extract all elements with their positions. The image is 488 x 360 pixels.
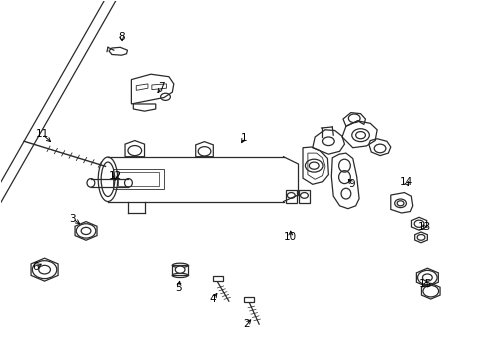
Circle shape xyxy=(175,266,184,273)
Text: 2: 2 xyxy=(243,319,250,329)
Text: 6: 6 xyxy=(32,262,39,272)
Circle shape xyxy=(309,162,319,169)
Text: 15: 15 xyxy=(418,279,431,289)
Text: 7: 7 xyxy=(158,82,164,93)
Text: 8: 8 xyxy=(118,32,124,41)
Text: 1: 1 xyxy=(241,133,247,143)
Text: 13: 13 xyxy=(417,222,430,232)
Circle shape xyxy=(39,265,50,274)
Circle shape xyxy=(413,220,423,227)
Text: 14: 14 xyxy=(399,177,412,187)
Circle shape xyxy=(422,274,431,281)
Text: 11: 11 xyxy=(36,129,49,139)
Text: 12: 12 xyxy=(108,171,122,181)
Circle shape xyxy=(81,227,91,234)
Text: 9: 9 xyxy=(348,179,354,189)
Text: 10: 10 xyxy=(284,232,297,242)
Circle shape xyxy=(416,234,424,240)
Circle shape xyxy=(355,132,365,139)
Text: 3: 3 xyxy=(69,214,76,224)
Text: 5: 5 xyxy=(175,283,182,293)
Text: 4: 4 xyxy=(209,294,216,304)
Circle shape xyxy=(396,201,403,206)
